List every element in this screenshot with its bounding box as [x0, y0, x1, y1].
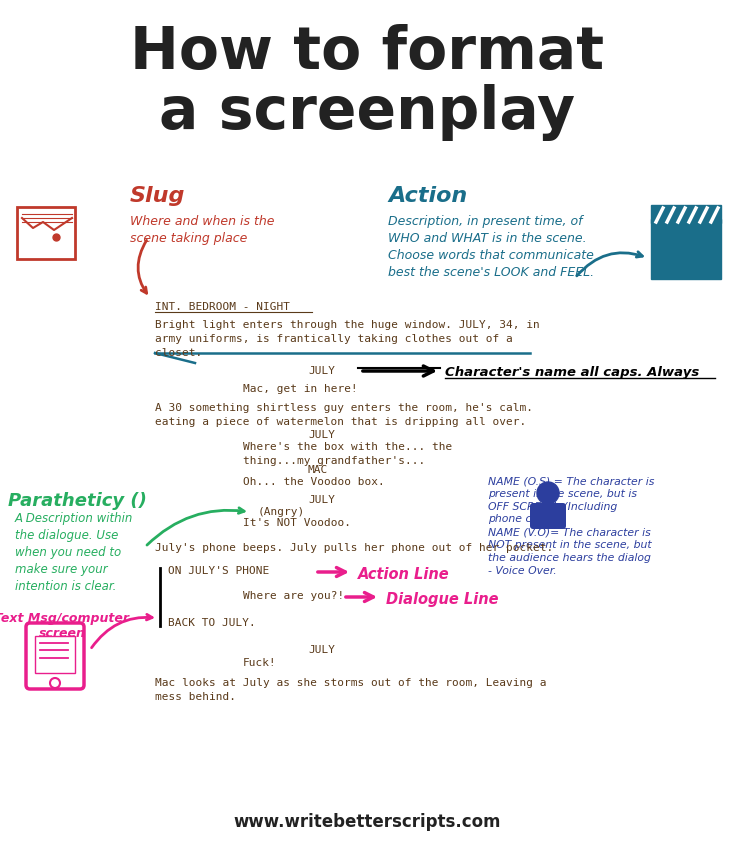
Text: Description, in present time, of
WHO and WHAT is in the scene.
Choose words that: Description, in present time, of WHO and… — [388, 215, 594, 279]
FancyBboxPatch shape — [26, 623, 84, 689]
Text: A Description within
the dialogue. Use
when you need to
make sure your
intention: A Description within the dialogue. Use w… — [15, 512, 133, 593]
Text: Bright light enters through the huge window. JULY, 34, in
army uniforms, is fran: Bright light enters through the huge win… — [155, 320, 539, 358]
Text: ON JULY'S PHONE: ON JULY'S PHONE — [168, 566, 269, 576]
FancyBboxPatch shape — [651, 205, 721, 223]
Text: a screenplay: a screenplay — [159, 83, 575, 140]
Text: Where's the box with the... the
thing...my grandfather's...: Where's the box with the... the thing...… — [243, 442, 452, 466]
Text: JULY: JULY — [308, 495, 335, 505]
Text: MAC: MAC — [308, 465, 329, 475]
Text: JULY: JULY — [308, 366, 335, 376]
Text: A 30 something shirtless guy enters the room, he's calm.
eating a piece of water: A 30 something shirtless guy enters the … — [155, 403, 533, 427]
Text: Slug: Slug — [130, 186, 185, 206]
Text: July's phone beeps. July pulls her phone out of her pocket.: July's phone beeps. July pulls her phone… — [155, 543, 553, 553]
Text: BACK TO JULY.: BACK TO JULY. — [168, 618, 256, 628]
FancyBboxPatch shape — [651, 219, 721, 279]
Text: JULY: JULY — [308, 430, 335, 440]
FancyBboxPatch shape — [530, 503, 566, 529]
Text: JULY: JULY — [308, 645, 335, 655]
Text: Action: Action — [388, 186, 467, 206]
Text: INT. BEDROOM - NIGHT: INT. BEDROOM - NIGHT — [155, 302, 290, 312]
Text: Action Line: Action Line — [358, 567, 450, 582]
Text: Mac looks at July as she storms out of the room, Leaving a
mess behind.: Mac looks at July as she storms out of t… — [155, 678, 547, 702]
FancyBboxPatch shape — [17, 207, 75, 259]
Text: How to format: How to format — [130, 24, 604, 81]
Text: It's NOT Voodoo.: It's NOT Voodoo. — [243, 518, 351, 528]
Text: Text Msg/computer
screen: Text Msg/computer screen — [0, 612, 129, 640]
Text: Mac, get in here!: Mac, get in here! — [243, 384, 358, 394]
Text: Dialogue Line: Dialogue Line — [386, 592, 498, 607]
FancyBboxPatch shape — [35, 636, 75, 673]
Text: Fuck!: Fuck! — [243, 658, 277, 668]
Text: (Angry): (Angry) — [258, 507, 305, 517]
Text: Where and when is the
scene taking place: Where and when is the scene taking place — [130, 215, 274, 245]
Text: www.writebetterscripts.com: www.writebetterscripts.com — [233, 813, 501, 831]
Text: Character's name all caps. Always: Character's name all caps. Always — [445, 366, 699, 379]
Text: Paratheticy (): Paratheticy () — [8, 492, 147, 510]
Text: NAME (O.S) = The character is
present in the scene, but is
OFF SCREEN. (Includin: NAME (O.S) = The character is present in… — [488, 476, 654, 576]
Circle shape — [537, 482, 559, 504]
Text: Oh... the Voodoo box.: Oh... the Voodoo box. — [243, 477, 384, 487]
Text: Where are you?!: Where are you?! — [243, 591, 344, 601]
